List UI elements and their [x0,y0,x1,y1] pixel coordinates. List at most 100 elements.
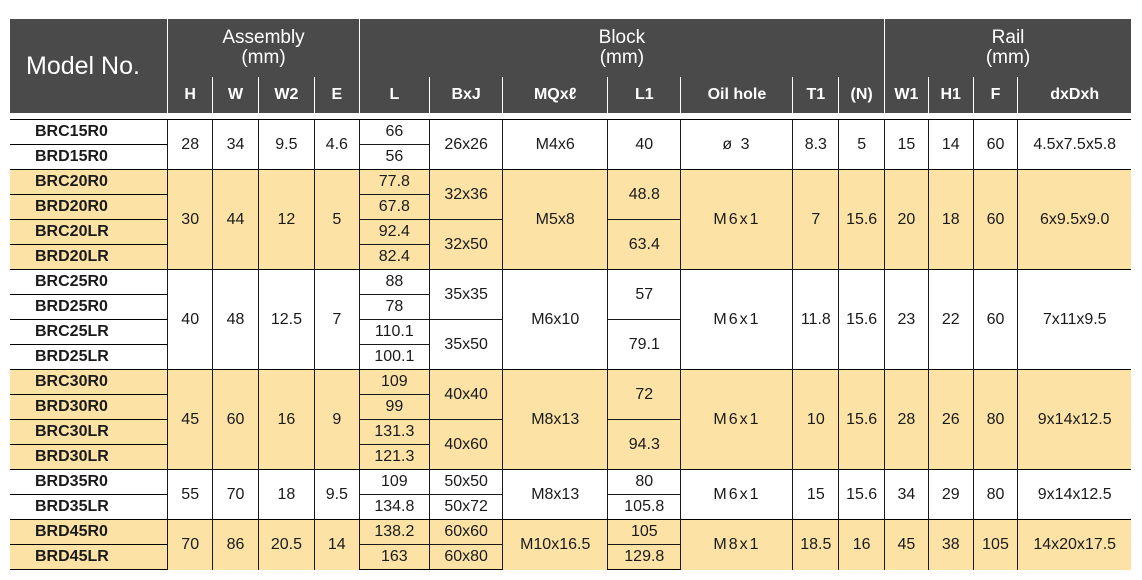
table-row: BRD35R0 55 70 18 9.5 109 50x50 M8x13 80 M6x1 15 15.… [10,469,1131,520]
oil-hole-cell: M6x1 [680,469,793,520]
l-cell: 78 [358,294,430,320]
oil-hole-cell: M6x1 [680,169,793,270]
oil-hole-cell: M6x1 [680,269,793,370]
w-cell: 86 [212,519,259,570]
l1-cell: 72 [607,369,681,420]
assembly-group-header: Assembly (mm) [167,19,360,77]
w1-cell: 45 [884,519,929,570]
table-row: BRD25R0 78 [10,294,1131,320]
rail-title: Rail [991,27,1025,48]
model-number-cell: BRC20R0 [10,169,168,195]
l-cell: 67.8 [358,194,430,220]
model-number-cell: BRC30R0 [10,369,168,395]
l-cell: 163 [358,544,430,570]
l-cell: 99 [358,394,430,420]
w1-cell: 34 [884,469,929,520]
w1-cell: 15 [884,119,929,170]
table-row: BRD25LR 100.1 [10,344,1131,370]
mqxl-cell: M5x8 [502,169,608,270]
e-cell: 9 [313,369,360,470]
table-row: BRC30R0 45 60 16 9 109 40x40 M8x13 72 M6x1 10 15.6 2… [10,369,1131,470]
model-number-cell: BRD20R0 [10,194,168,220]
bxj-cell: 50x50 [428,469,503,495]
dxdxh-cell: 7x11x9.5 [1017,269,1131,370]
h1-cell: 18 [927,169,974,270]
model-number-header: Model No. [10,19,168,113]
e-cell: 4.6 [313,119,360,170]
w2-cell: 20.5 [257,519,315,570]
f-cell: 80 [972,369,1018,470]
bxj-cell: 35x35 [428,269,503,320]
assembly-title: Assembly [222,27,305,48]
dxdxh-cell: 6x9.5x9.0 [1017,169,1131,270]
l1-cell: 63.4 [607,219,681,270]
w2-cell: 16 [257,369,315,470]
l-cell: 134.8 [358,494,430,520]
w-cell: 48 [212,269,259,370]
n-cell: 16 [838,519,885,570]
model-number-cell: BRC25LR [10,319,168,345]
rail-unit: (mm) [985,47,1031,68]
t1-cell: 10 [792,369,839,470]
block-title: Block [598,27,646,48]
f-cell: 60 [972,169,1018,270]
l1-cell: 79.1 [607,319,681,370]
t1-cell: 8.3 [792,119,839,170]
bxj-cell: 60x80 [428,544,503,570]
n-cell: 15.6 [838,369,885,470]
t1-cell: 11.8 [792,269,839,370]
table-row: BRD30LR 121.3 [10,444,1131,470]
l1-cell: 80 [607,469,681,495]
e-cell: 5 [313,169,360,270]
f-cell: 80 [972,469,1018,520]
model-number-cell: BRD45LR [10,544,168,570]
w1-cell: 28 [884,369,929,470]
col-header-h1: H1 [927,77,974,113]
table-row: BRD20R0 67.8 [10,194,1131,220]
w-cell: 70 [212,469,259,520]
dxdxh-cell: 9x14x12.5 [1017,369,1131,470]
l-cell: 56 [358,144,430,170]
model-number-cell: BRD35R0 [10,469,168,495]
l1-cell: 105.8 [607,494,681,520]
model-number-cell: BRC15R0 [10,119,168,145]
table-row: BRC25LR 110.1 35x50 79.1 [10,319,1131,370]
assembly-unit: (mm) [241,47,286,68]
l1-cell: 57 [607,269,681,320]
h-cell: 55 [167,469,213,520]
mqxl-cell: M6x10 [502,269,608,370]
l-cell: 109 [358,369,430,395]
l1-cell: 105 [607,519,681,545]
table-row: BRD45LR 163 60x80 129.8 [10,544,1131,570]
table-row: BRC30LR 131.3 40x60 94.3 [10,419,1131,470]
col-header-n: (N) [838,77,885,113]
col-header-w2: W2 [257,77,315,113]
l1-cell: 40 [607,119,681,170]
l1-cell: 48.8 [607,169,681,220]
model-number-cell: BRD20LR [10,244,168,270]
w2-cell: 12.5 [257,269,315,370]
w-cell: 44 [212,169,259,270]
e-cell: 7 [313,269,360,370]
e-cell: 14 [313,519,360,570]
bxj-cell: 32x50 [428,219,503,270]
model-number-cell: BRD30R0 [10,394,168,420]
model-number-cell: BRD45R0 [10,519,168,545]
n-cell: 15.6 [838,469,885,520]
bxj-cell: 40x60 [428,419,503,470]
table-row: BRD35LR 134.8 50x72 105.8 [10,494,1131,520]
bxj-cell: 26x26 [428,119,503,170]
table-row: BRC15R0 28 34 9.5 4.6 66 26x26 M4x6 40 ø 3 8.3 5 15 1… [10,119,1131,170]
mqxl-cell: M8x13 [502,369,608,470]
col-header-e: E [313,77,360,113]
f-cell: 105 [972,519,1018,570]
h1-cell: 14 [927,119,974,170]
l-cell: 77.8 [358,169,430,195]
dxdxh-cell: 9x14x12.5 [1017,469,1131,520]
col-header-h: H [167,77,213,113]
table-row: BRC20R0 30 44 12 5 77.8 32x36 M5x8 48.8 M6x1 7 15.6… [10,169,1131,270]
model-number-cell: BRD15R0 [10,144,168,170]
f-cell: 60 [972,119,1018,170]
col-header-dxdxh: dxDxh [1017,77,1131,113]
oil-hole-cell: M8x1 [680,519,793,570]
